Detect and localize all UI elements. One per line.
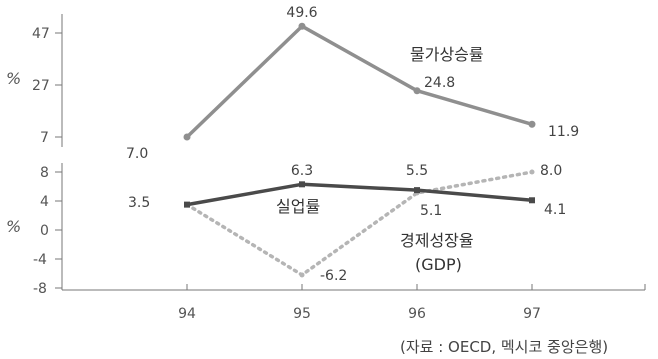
data-point xyxy=(184,201,190,208)
top-y-tick-label: 7 xyxy=(40,130,49,146)
data-point xyxy=(413,87,421,95)
data-label-unemployment: 6.3 xyxy=(291,163,313,179)
series-line-unemployment xyxy=(186,182,533,207)
data-label-gdp: 5.1 xyxy=(420,203,442,219)
x-tick-label: 96 xyxy=(408,306,426,322)
data-label-inflation: 11.9 xyxy=(548,124,579,140)
data-point xyxy=(528,120,536,128)
top-panel: 47 27 7 % xyxy=(6,14,63,147)
bottom-y-tick-label: 0 xyxy=(40,223,49,239)
series-points-inflation xyxy=(183,22,536,141)
series-label-unemployment: 실업률 xyxy=(276,197,320,216)
data-point xyxy=(529,197,535,204)
data-label-inflation: 7.0 xyxy=(126,146,148,162)
bottom-y-tick-label: -8 xyxy=(33,281,47,297)
top-y-axis-label: % xyxy=(6,69,21,88)
series-label-gdp: 경제성장율 xyxy=(400,231,474,250)
series-label-inflation: 물가상승률 xyxy=(410,45,484,64)
bottom-panel: 8 4 0 -4 -8 % xyxy=(6,163,645,297)
x-tick-label: 94 xyxy=(178,306,196,322)
bottom-y-tick-label: -4 xyxy=(33,252,47,268)
data-label-gdp: -6.2 xyxy=(320,268,347,284)
bottom-y-axis-label: % xyxy=(6,217,21,236)
series-line-gdp xyxy=(185,170,534,277)
x-tick-label: 95 xyxy=(293,306,311,322)
series-line-inflation xyxy=(185,24,533,139)
bottom-y-tick-label: 4 xyxy=(40,194,49,210)
bottom-y-tick-label: 8 xyxy=(40,165,49,181)
data-point xyxy=(299,181,305,188)
data-label-unemployment: 3.5 xyxy=(128,195,150,211)
data-point xyxy=(414,187,420,194)
data-label-unemployment: 4.1 xyxy=(544,202,566,218)
data-label-unemployment: 5.5 xyxy=(406,163,428,179)
source-note: (자료 : OECD, 멕시코 중앙은행) xyxy=(400,338,608,356)
x-tick-label: 97 xyxy=(523,306,541,322)
data-label-inflation: 49.6 xyxy=(286,5,317,21)
data-point xyxy=(299,272,305,278)
x-ticks: 94 95 96 97 xyxy=(178,284,646,322)
top-y-tick-label: 47 xyxy=(32,26,50,42)
data-point xyxy=(529,169,535,175)
data-label-inflation: 24.8 xyxy=(424,75,455,91)
series-label-gdp-sub: (GDP) xyxy=(415,255,462,274)
data-point xyxy=(183,133,191,141)
data-point xyxy=(298,22,306,30)
top-y-tick-label: 27 xyxy=(32,78,50,94)
data-label-gdp: 8.0 xyxy=(540,163,562,179)
series-points-unemployment xyxy=(184,181,535,208)
